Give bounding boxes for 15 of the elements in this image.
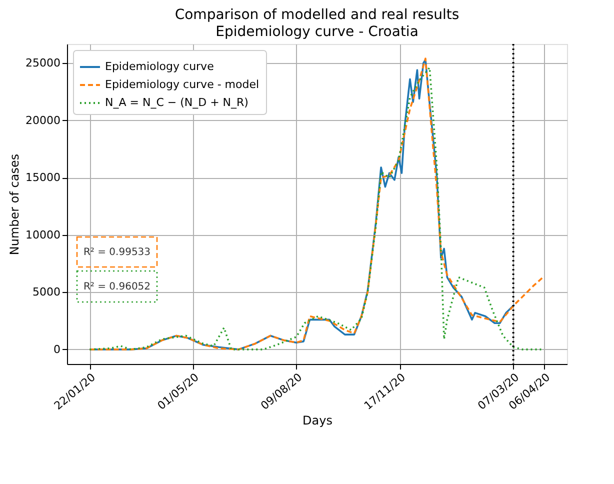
annotation: R² = 0.96052 xyxy=(83,282,151,292)
y-tick-label: 15000 xyxy=(26,171,60,184)
y-tick-label: 0 xyxy=(54,342,60,356)
x-axis-title: Days xyxy=(302,414,332,428)
chart-subtitle: Epidemiology curve - Croatia xyxy=(216,24,418,40)
y-tick-label: 5000 xyxy=(32,286,60,299)
legend-label: Epidemiology curve - model xyxy=(105,78,260,91)
chart-title: Comparison of modelled and real results xyxy=(174,7,460,23)
y-tick-label: 20000 xyxy=(26,114,60,127)
legend-label: Epidemiology curve xyxy=(105,60,214,73)
y-axis-title: Number of cases xyxy=(8,154,22,256)
y-tick-label: 25000 xyxy=(26,56,60,70)
annotation: R² = 0.99533 xyxy=(83,247,151,258)
y-tick-label: 10000 xyxy=(26,228,60,242)
legend-label: N_A = N_C − (N_D + N_R) xyxy=(105,96,248,109)
